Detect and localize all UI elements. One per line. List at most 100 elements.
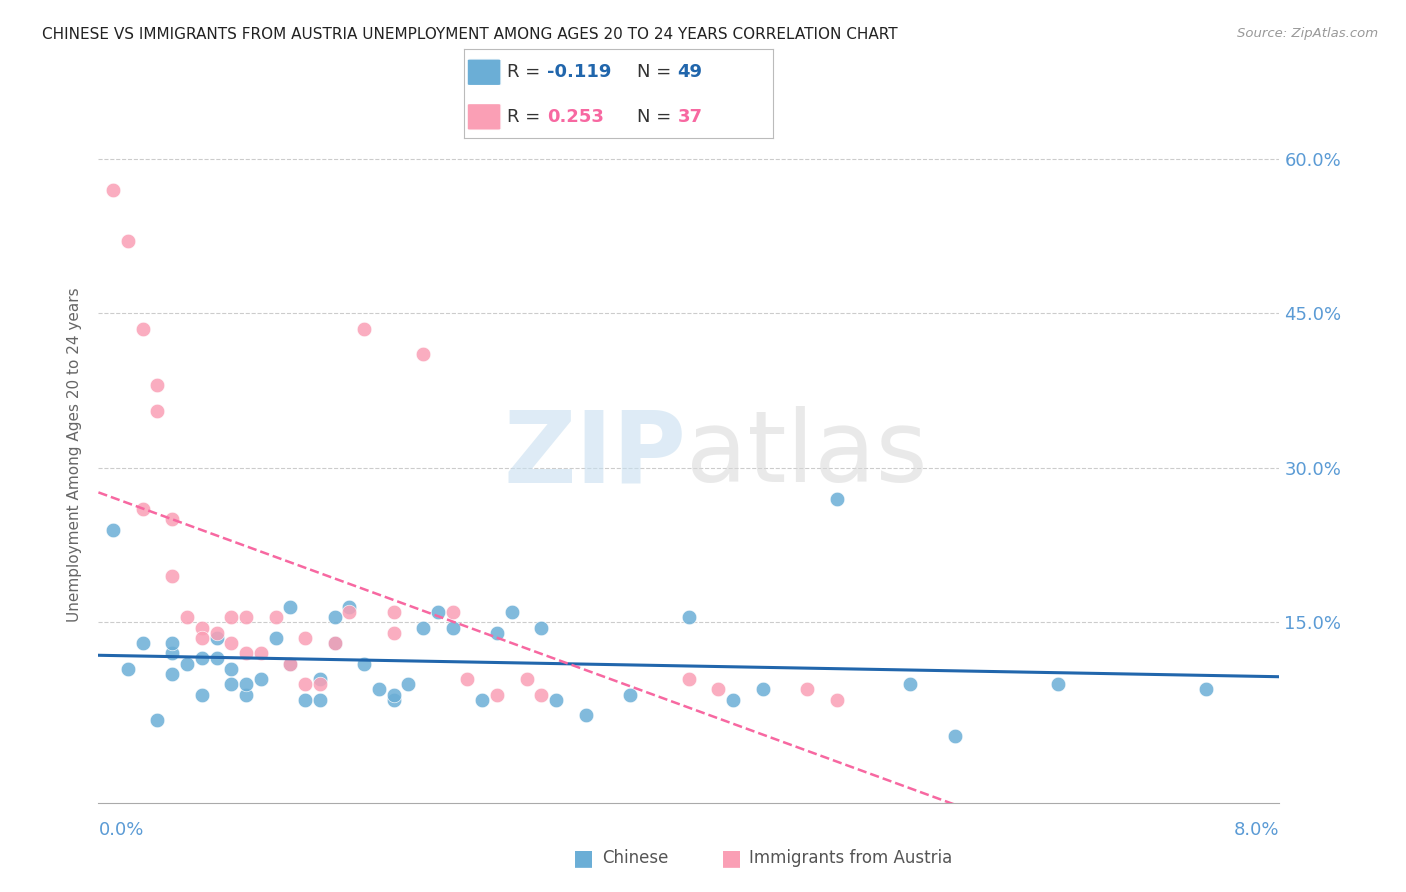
Point <box>353 657 375 671</box>
Point <box>825 491 848 506</box>
Point <box>191 651 214 665</box>
Point <box>205 631 228 645</box>
Point <box>485 688 508 702</box>
Point <box>278 599 302 614</box>
Point <box>162 646 183 660</box>
Point <box>278 657 302 671</box>
Point <box>103 182 125 196</box>
Text: ■: ■ <box>574 848 593 868</box>
Point <box>943 729 966 743</box>
Text: atlas: atlas <box>686 407 928 503</box>
Point <box>471 692 494 706</box>
Point <box>294 692 316 706</box>
Point <box>721 692 744 706</box>
Point <box>382 625 405 640</box>
Point <box>546 692 568 706</box>
FancyBboxPatch shape <box>467 59 501 86</box>
Point <box>323 610 346 624</box>
Point <box>235 610 257 624</box>
Point <box>1046 677 1069 691</box>
Point <box>132 502 155 516</box>
Text: 0.0%: 0.0% <box>98 822 143 839</box>
Point <box>382 688 405 702</box>
Point <box>191 688 214 702</box>
Point <box>337 599 360 614</box>
Point <box>456 672 478 686</box>
FancyBboxPatch shape <box>467 103 501 130</box>
Point <box>117 234 139 248</box>
Point <box>323 636 346 650</box>
Point <box>176 657 198 671</box>
Point <box>117 662 139 676</box>
Point <box>619 688 641 702</box>
Text: N =: N = <box>637 63 678 81</box>
Point <box>825 692 848 706</box>
Point <box>308 692 332 706</box>
Point <box>205 625 228 640</box>
Point <box>278 657 302 671</box>
Text: N =: N = <box>637 108 678 126</box>
Text: R =: R = <box>508 108 547 126</box>
Point <box>501 605 523 619</box>
Point <box>485 625 508 640</box>
Text: 0.253: 0.253 <box>547 108 605 126</box>
Point <box>323 636 346 650</box>
Text: -0.119: -0.119 <box>547 63 612 81</box>
Point <box>900 677 922 691</box>
Point <box>250 646 273 660</box>
Text: R =: R = <box>508 63 547 81</box>
Point <box>441 605 464 619</box>
Point <box>396 677 419 691</box>
Point <box>426 605 449 619</box>
Point <box>219 662 242 676</box>
Point <box>103 523 125 537</box>
Point <box>235 677 257 691</box>
Point <box>294 677 316 691</box>
Text: Immigrants from Austria: Immigrants from Austria <box>749 849 953 867</box>
Point <box>530 621 553 635</box>
Point <box>264 610 287 624</box>
Point <box>412 621 434 635</box>
Point <box>162 636 183 650</box>
Text: CHINESE VS IMMIGRANTS FROM AUSTRIA UNEMPLOYMENT AMONG AGES 20 TO 24 YEARS CORREL: CHINESE VS IMMIGRANTS FROM AUSTRIA UNEMP… <box>42 27 898 42</box>
Point <box>353 321 375 335</box>
Point <box>294 631 316 645</box>
Y-axis label: Unemployment Among Ages 20 to 24 years: Unemployment Among Ages 20 to 24 years <box>67 287 83 623</box>
Text: 37: 37 <box>678 108 703 126</box>
Point <box>678 610 700 624</box>
Point <box>574 708 596 723</box>
Point <box>162 667 183 681</box>
Point <box>382 692 405 706</box>
Point <box>146 404 169 418</box>
Point <box>146 378 169 392</box>
Point <box>382 605 405 619</box>
Point <box>264 631 287 645</box>
Point <box>337 605 360 619</box>
Text: ZIP: ZIP <box>503 407 686 503</box>
Point <box>146 714 169 728</box>
Point <box>751 682 773 697</box>
Text: 49: 49 <box>678 63 703 81</box>
Point <box>441 621 464 635</box>
Point <box>412 347 434 361</box>
Point <box>191 621 214 635</box>
Text: ■: ■ <box>721 848 741 868</box>
Point <box>132 321 155 335</box>
Point <box>191 631 214 645</box>
Point <box>205 651 228 665</box>
Point <box>707 682 730 697</box>
Point <box>219 610 242 624</box>
Text: Source: ZipAtlas.com: Source: ZipAtlas.com <box>1237 27 1378 40</box>
Point <box>367 682 389 697</box>
Point <box>515 672 537 686</box>
Text: Chinese: Chinese <box>602 849 668 867</box>
Point <box>235 646 257 660</box>
Point <box>308 677 332 691</box>
Point <box>796 682 818 697</box>
Point <box>235 688 257 702</box>
Point <box>219 636 242 650</box>
Point <box>530 688 553 702</box>
Text: 8.0%: 8.0% <box>1234 822 1279 839</box>
Point <box>219 677 242 691</box>
Point <box>162 569 183 583</box>
